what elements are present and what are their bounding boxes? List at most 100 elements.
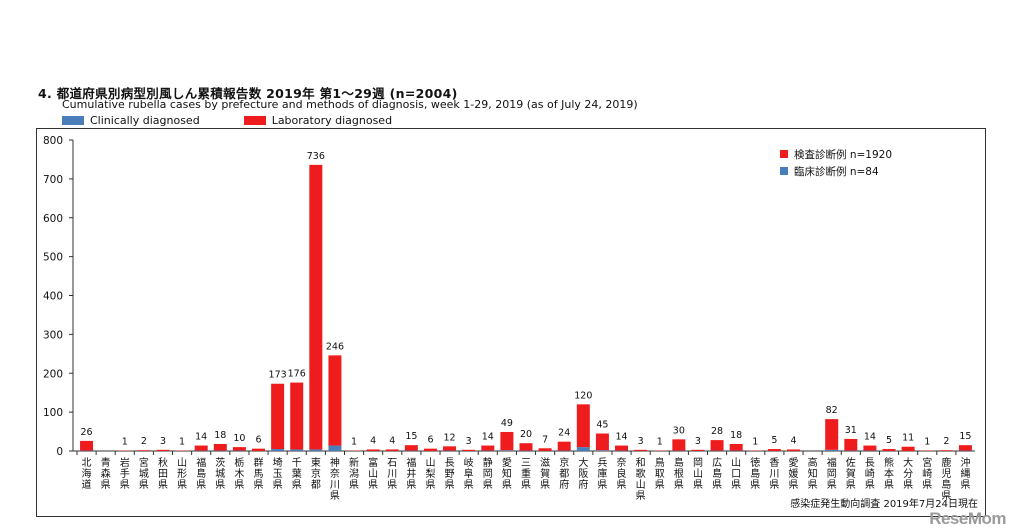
x-tick-label: 滋賀県 xyxy=(540,456,550,491)
bar-clinical xyxy=(595,450,609,451)
bar-laboratory xyxy=(710,440,724,451)
data-label: 4 xyxy=(389,435,395,446)
bar-laboratory xyxy=(519,443,533,451)
x-tick-label: 岡山県 xyxy=(693,457,703,491)
bar-laboratory xyxy=(232,447,246,451)
x-tick-label: 長崎県 xyxy=(865,457,875,491)
legend-laboratory-swatch xyxy=(243,116,266,125)
x-tick-label: 山口県 xyxy=(731,457,741,491)
bar-laboratory xyxy=(825,419,839,450)
x-tick-label: 岐阜県 xyxy=(464,456,474,491)
data-label: 1 xyxy=(752,437,758,448)
data-label: 10 xyxy=(233,433,245,444)
x-tick-label: 兵庫県 xyxy=(597,456,607,491)
bar-laboratory xyxy=(252,448,266,451)
data-label: 4 xyxy=(790,435,796,446)
y-tick-label: 700 xyxy=(43,174,63,186)
bar-laboratory xyxy=(576,404,590,448)
x-tick-label: 熊本県 xyxy=(884,456,894,491)
data-label: 20 xyxy=(520,429,532,440)
x-tick-label: 栃木県 xyxy=(234,456,244,491)
bar-clinical xyxy=(290,449,304,451)
data-label: 31 xyxy=(845,425,857,436)
inner-legend-label: 臨床診断例 n=84 xyxy=(794,165,879,178)
watermark-logo: ReseMom xyxy=(929,509,1006,528)
y-tick-label: 800 xyxy=(43,135,63,147)
x-tick-label: 東京都 xyxy=(311,456,321,491)
bar-laboratory xyxy=(404,445,418,451)
legend-laboratory-label: Laboratory diagnosed xyxy=(271,114,393,127)
data-label: 82 xyxy=(826,405,838,416)
y-tick-label: 0 xyxy=(56,446,63,458)
data-label: 3 xyxy=(466,436,472,447)
bar-laboratory xyxy=(691,449,705,451)
x-tick-label: 長野県 xyxy=(445,457,455,491)
data-label: 1 xyxy=(179,437,185,448)
data-label: 2 xyxy=(943,436,949,447)
x-tick-label: 島根県 xyxy=(674,456,684,491)
data-label: 3 xyxy=(695,436,701,447)
inner-legend-swatch xyxy=(780,167,788,175)
data-label: 18 xyxy=(214,430,226,441)
bar-laboratory xyxy=(423,448,437,451)
data-label: 18 xyxy=(730,430,742,441)
bar-laboratory xyxy=(328,355,342,446)
x-tick-label: 沖縄県 xyxy=(960,456,970,491)
x-tick-label: 群馬県 xyxy=(254,456,264,491)
data-label: 2 xyxy=(141,436,147,447)
y-tick-label: 300 xyxy=(43,329,63,341)
y-tick-label: 500 xyxy=(43,252,63,264)
bar-laboratory xyxy=(672,439,686,451)
bar-laboratory xyxy=(634,449,648,451)
x-tick-label: 愛知県 xyxy=(502,456,512,491)
bar-laboratory xyxy=(939,450,953,451)
bar-laboratory xyxy=(882,449,896,451)
data-label: 736 xyxy=(307,151,325,162)
x-tick-label: 高知県 xyxy=(808,456,818,491)
source-note: 感染症発生動向調査 2019年7月24日現在 xyxy=(790,497,978,510)
bar-laboratory xyxy=(863,445,877,451)
x-tick-label: 千葉県 xyxy=(292,457,302,491)
data-label: 1 xyxy=(351,437,357,448)
bar-laboratory xyxy=(786,449,800,451)
data-label: 14 xyxy=(195,432,207,443)
page-subtitle: Cumulative rubella cases by prefecture a… xyxy=(62,98,638,111)
bar-laboratory xyxy=(137,450,151,451)
data-label: 1 xyxy=(122,437,128,448)
x-tick-label: 宮崎県 xyxy=(922,456,932,491)
x-tick-label: 宮城県 xyxy=(139,456,149,491)
x-tick-label: 三重県 xyxy=(521,458,531,491)
x-tick-label: 山形県 xyxy=(177,457,187,491)
x-tick-label: 山梨県 xyxy=(425,457,435,491)
bar-clinical xyxy=(500,450,514,451)
x-tick-label: 福島県 xyxy=(196,456,206,491)
chart-frame xyxy=(36,128,986,517)
data-label: 176 xyxy=(288,369,306,380)
data-label: 28 xyxy=(711,426,723,437)
bar-laboratory xyxy=(767,449,781,451)
legend-clinical-swatch xyxy=(62,116,84,125)
data-label: 246 xyxy=(326,341,344,352)
x-tick-label: 佐賀県 xyxy=(846,457,856,491)
x-tick-label: 大阪府 xyxy=(578,456,588,491)
bar-clinical xyxy=(271,449,285,451)
bar-laboratory xyxy=(309,164,323,450)
bar-laboratory xyxy=(615,445,629,451)
bar-clinical xyxy=(576,447,590,451)
data-label: 14 xyxy=(615,432,627,443)
bar-laboratory xyxy=(443,446,457,451)
bar-laboratory xyxy=(500,431,514,451)
top-legend: Clinically diagnosed Laboratory diagnose… xyxy=(62,114,392,127)
bar-laboratory xyxy=(462,449,476,451)
data-label: 14 xyxy=(864,432,876,443)
data-label: 3 xyxy=(638,436,644,447)
bar-clinical xyxy=(825,449,839,451)
bar-laboratory xyxy=(194,445,208,451)
x-tick-label: 茨城県 xyxy=(215,456,225,491)
x-tick-label: 広島県 xyxy=(712,456,722,491)
data-label: 5 xyxy=(886,435,892,446)
data-label: 6 xyxy=(427,435,433,446)
bar-laboratory xyxy=(538,448,552,451)
bar-laboratory xyxy=(595,433,609,451)
